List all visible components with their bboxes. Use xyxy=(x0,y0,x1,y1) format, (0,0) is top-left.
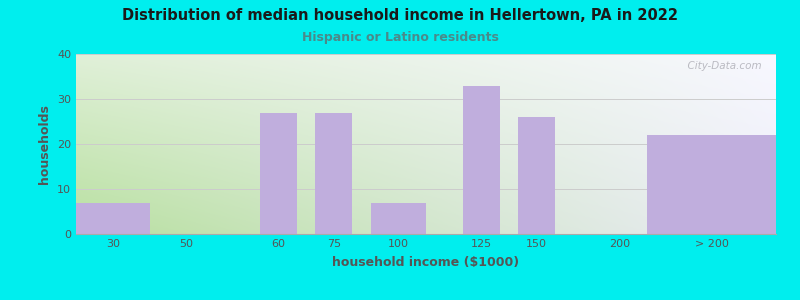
X-axis label: household income ($1000): household income ($1000) xyxy=(333,256,519,269)
Bar xyxy=(260,112,297,234)
Y-axis label: households: households xyxy=(38,104,51,184)
Bar xyxy=(76,202,150,234)
Text: Hispanic or Latino residents: Hispanic or Latino residents xyxy=(302,32,498,44)
Bar xyxy=(370,202,426,234)
Bar xyxy=(463,85,500,234)
Bar xyxy=(647,135,776,234)
Text: City-Data.com: City-Data.com xyxy=(682,61,762,71)
Bar xyxy=(315,112,352,234)
Bar xyxy=(518,117,555,234)
Text: Distribution of median household income in Hellertown, PA in 2022: Distribution of median household income … xyxy=(122,8,678,22)
